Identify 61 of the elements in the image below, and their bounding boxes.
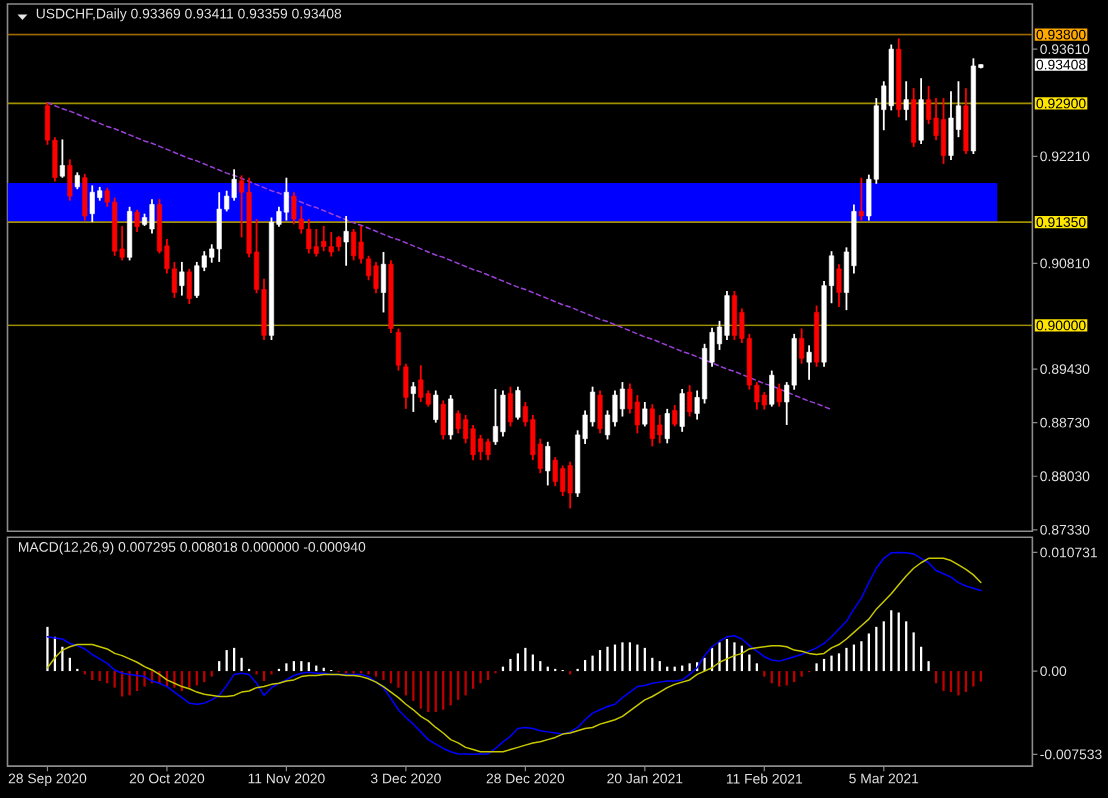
- candlestick: [343, 215, 349, 267]
- candlestick: [134, 208, 140, 233]
- candlestick: [328, 231, 334, 258]
- candlestick: [687, 384, 693, 418]
- candlestick: [492, 388, 499, 446]
- candlestick: [799, 327, 805, 365]
- candlestick: [67, 158, 73, 202]
- candlestick: [515, 385, 521, 421]
- candlestick: [500, 389, 506, 438]
- candlestick: [567, 460, 573, 510]
- candlestick: [82, 172, 88, 222]
- candlestick: [903, 80, 909, 122]
- candlestick: [672, 404, 678, 428]
- candlestick: [507, 385, 513, 428]
- candlestick: [127, 205, 133, 262]
- candlestick: [545, 440, 551, 487]
- candlestick: [664, 407, 670, 445]
- candlestick: [179, 261, 185, 297]
- candlestick: [186, 267, 192, 305]
- candlestick: [836, 263, 842, 308]
- candlestick: [455, 409, 461, 435]
- candlestick: [911, 87, 917, 148]
- candlestick: [552, 456, 558, 488]
- candlestick: [724, 290, 730, 341]
- candlestick: [351, 228, 357, 262]
- candlestick: [291, 191, 297, 226]
- candlestick: [731, 290, 737, 341]
- candlestick: [560, 464, 566, 498]
- candlestick: [321, 225, 327, 253]
- candlestick: [619, 381, 625, 418]
- candlestick: [918, 77, 924, 145]
- candlestick: [963, 87, 969, 155]
- candlestick: [395, 327, 401, 372]
- candlestick: [373, 261, 379, 295]
- candlestick: [612, 389, 618, 428]
- candlestick: [649, 403, 655, 448]
- candlestick: [440, 399, 446, 441]
- candlestick: [283, 176, 289, 222]
- candlestick: [418, 364, 424, 403]
- candlestick: [769, 369, 775, 408]
- candlestick: [403, 362, 409, 410]
- candlestick: [478, 433, 484, 462]
- candlestick: [149, 198, 155, 235]
- candlestick: [948, 90, 954, 161]
- candlestick: [679, 388, 685, 433]
- candlestick: [657, 414, 663, 445]
- candlestick: [410, 381, 416, 413]
- candlestick: [59, 138, 65, 179]
- candlestick: [306, 218, 312, 255]
- candlestick: [433, 389, 439, 424]
- candlestick: [216, 191, 222, 263]
- candlestick: [89, 184, 95, 224]
- candlestick: [448, 394, 454, 441]
- candlestick: [597, 389, 603, 435]
- candlestick: [642, 401, 648, 428]
- candlestick: [806, 344, 812, 381]
- candlestick: [858, 176, 864, 222]
- candlestick: [776, 382, 782, 408]
- candlestick: [485, 437, 491, 462]
- candlestick: [940, 97, 947, 165]
- candlestick: [380, 251, 387, 314]
